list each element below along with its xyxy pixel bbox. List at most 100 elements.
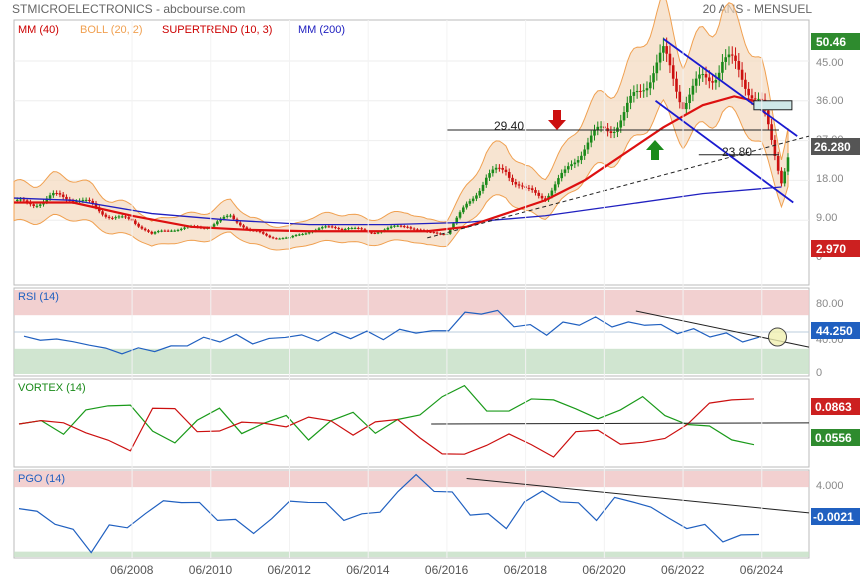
candle-body: [212, 224, 216, 227]
legend-boll: BOLL (20, 2): [80, 24, 143, 36]
vortex-trendline: [431, 422, 810, 425]
candle-body: [137, 223, 140, 227]
x-tick-label: 06/2012: [267, 563, 311, 577]
candle-body: [32, 204, 35, 206]
candle-body: [150, 231, 154, 234]
candle-body: [550, 190, 554, 196]
candle-body: [84, 199, 88, 201]
candle-body: [491, 169, 495, 174]
candle-body: [242, 225, 245, 228]
trend-dashed-line: [427, 135, 810, 239]
candle-body: [373, 232, 377, 234]
candle-body: [386, 227, 390, 230]
candle-body: [540, 195, 544, 199]
candle-body: [343, 229, 347, 231]
candle-body: [527, 187, 531, 189]
candle-body: [107, 216, 111, 218]
candle-body: [153, 232, 157, 234]
candle-body: [678, 91, 682, 103]
candle-body: [786, 157, 790, 172]
candle-body: [173, 230, 177, 232]
candle-body: [147, 230, 150, 232]
candle-body: [22, 199, 26, 201]
x-tick-label: 06/2020: [582, 563, 626, 577]
candle-body: [143, 228, 147, 231]
candle-body: [465, 203, 468, 208]
candle-body: [717, 72, 721, 81]
candle-body: [544, 198, 547, 200]
x-tick-label: 06/2024: [740, 563, 784, 577]
support-label: 23.80: [722, 145, 752, 159]
candle-body: [38, 204, 42, 206]
candle-body: [268, 235, 272, 238]
candle-body: [537, 192, 541, 196]
candle-body: [757, 98, 760, 100]
candle-body: [586, 142, 590, 150]
last-price-badge: [811, 138, 860, 155]
candle-body: [521, 185, 524, 187]
candle-body: [566, 166, 570, 170]
candle-body: [81, 199, 85, 201]
candle-body: [458, 212, 462, 218]
candle-body: [721, 61, 724, 73]
candle-body: [645, 88, 649, 91]
candle-body: [101, 211, 104, 215]
candle-body: [337, 228, 340, 230]
candle-body: [225, 215, 229, 217]
candle-body: [120, 216, 124, 218]
candle-body: [629, 95, 632, 103]
candle-body: [114, 217, 117, 219]
candle-body: [619, 120, 623, 128]
candle-body: [511, 177, 514, 183]
candle-body: [665, 46, 668, 54]
candle-body: [776, 155, 780, 171]
candle-body: [271, 237, 275, 239]
candle-body: [685, 103, 688, 110]
candle-body: [304, 233, 308, 235]
candle-body: [370, 232, 373, 234]
channel-upper-line: [662, 38, 798, 137]
ma200-line: [13, 186, 782, 226]
candle-body: [353, 227, 357, 229]
y-tick-36: 36.00: [816, 95, 844, 107]
candle-body: [734, 55, 737, 61]
vortex-minus-line: [18, 398, 755, 458]
candle-body: [229, 215, 232, 217]
candle-body: [176, 229, 180, 231]
rsi-oversold-zone: [14, 348, 809, 374]
vortex-red-text: 0.0863: [815, 400, 852, 414]
bottom-value-text: 2.970: [816, 242, 846, 256]
candle-body: [275, 238, 278, 240]
rsi-overbought-zone: [14, 290, 809, 316]
green-up-arrow: [646, 140, 664, 160]
candle-body: [94, 203, 98, 208]
candle-body: [245, 227, 249, 229]
candle-body: [298, 234, 301, 236]
top-value-badge: [811, 33, 860, 50]
candle-body: [363, 229, 367, 231]
candle-body: [216, 221, 219, 225]
candle-body: [435, 232, 439, 234]
candle-body: [124, 216, 127, 218]
candle-body: [55, 193, 58, 195]
candle-body: [19, 199, 22, 201]
candle-body: [560, 172, 564, 179]
candle-body: [488, 173, 491, 178]
y-tick-45: 45.00: [816, 57, 844, 69]
candle-body: [711, 81, 714, 83]
candle-body: [91, 200, 95, 204]
candle-body: [157, 231, 160, 233]
candle-body: [399, 225, 403, 227]
x-tick-label: 06/2016: [425, 563, 469, 577]
candle-body: [501, 168, 504, 170]
candle-body: [360, 228, 363, 230]
last-price-text: 26.280: [814, 140, 851, 154]
candle-body: [45, 198, 49, 202]
candle-body: [658, 52, 662, 63]
candle-body: [655, 62, 659, 74]
channel-lower-line: [654, 100, 794, 204]
bottom-value-badge: [811, 240, 860, 257]
candle-body: [284, 237, 288, 239]
candle-body: [553, 184, 557, 191]
vortex-green-text: 0.0556: [815, 431, 852, 445]
